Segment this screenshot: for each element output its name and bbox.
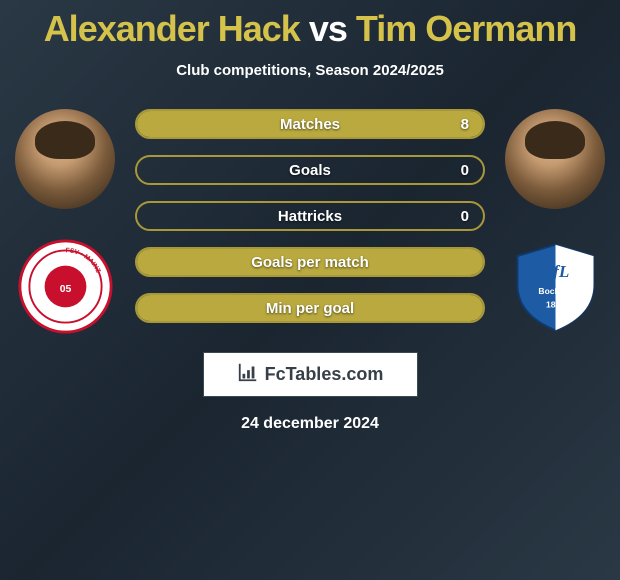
stat-bar: Hattricks 0: [135, 201, 485, 231]
vs-text: vs: [309, 8, 347, 49]
stat-bar: Goals 0: [135, 155, 485, 185]
right-club-logo: VfL Bochum 1848: [508, 239, 603, 334]
stat-bar: Min per goal: [135, 293, 485, 323]
content-row: 05 FSV • MAINZ Matches8Goals0Hattricks0G…: [0, 109, 620, 334]
player2-avatar: [505, 109, 605, 209]
stat-bar-label: Min per goal: [266, 300, 354, 317]
svg-text:VfL: VfL: [541, 262, 569, 281]
stat-bar-value: 8: [461, 116, 469, 133]
subtitle: Club competitions, Season 2024/2025: [0, 62, 620, 79]
svg-text:1848: 1848: [545, 299, 564, 309]
stat-bar: Matches 8: [135, 109, 485, 139]
stat-bar-label: Goals: [289, 162, 331, 179]
stat-bar-label: Goals per match: [251, 254, 369, 271]
svg-text:05: 05: [59, 284, 71, 295]
brand-text: FcTables.com: [265, 364, 384, 385]
player2-name: Tim Oermann: [356, 8, 576, 49]
right-side: VfL Bochum 1848: [500, 109, 610, 334]
stat-bars: Matches 8 Goals 0 Hattricks 0 Goals per match M…: [120, 109, 500, 323]
stat-bar-value: 0: [461, 208, 469, 225]
svg-text:Bochum: Bochum: [538, 286, 573, 296]
stat-bar-label: Hattricks: [278, 208, 342, 225]
brand-box: FcTables.com: [203, 352, 418, 397]
player1-avatar: [15, 109, 115, 209]
left-side: 05 FSV • MAINZ: [10, 109, 120, 334]
stat-bar: Goals per match: [135, 247, 485, 277]
stat-bar-value: 0: [461, 162, 469, 179]
left-club-logo: 05 FSV • MAINZ: [18, 239, 113, 334]
date-text: 24 december 2024: [0, 415, 620, 433]
chart-icon: [237, 361, 259, 388]
comparison-title: Alexander Hack vs Tim Oermann: [0, 0, 620, 50]
stat-bar-label: Matches: [280, 116, 340, 133]
player1-name: Alexander Hack: [44, 8, 300, 49]
